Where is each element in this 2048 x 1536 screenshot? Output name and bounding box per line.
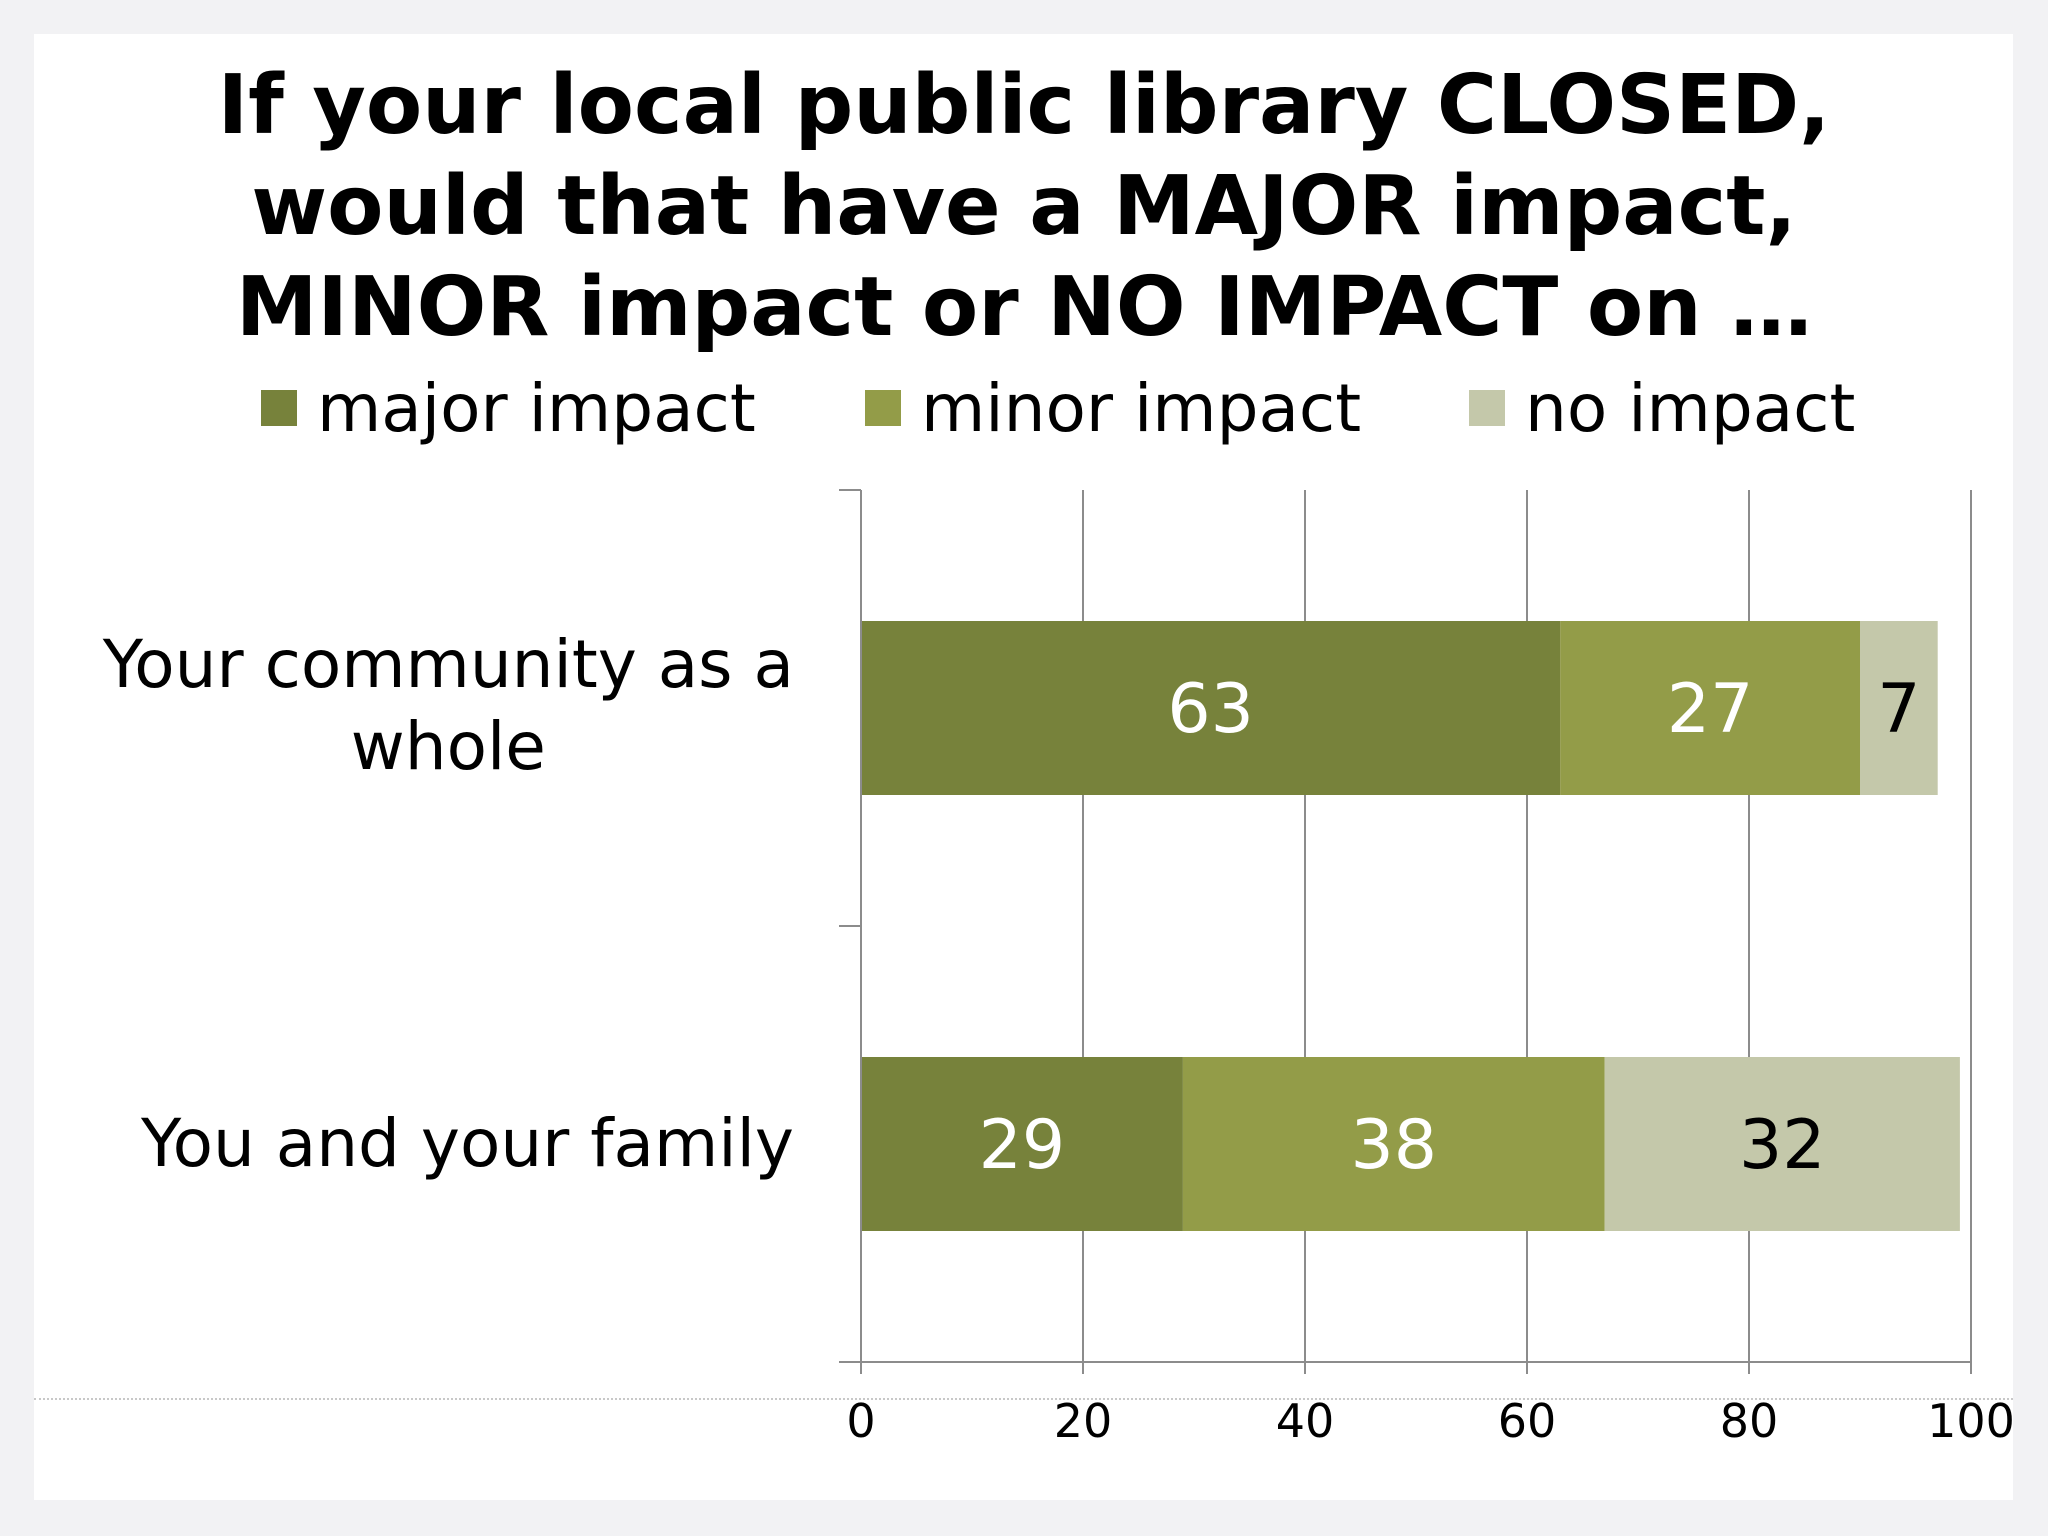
category-label-family: You and your family bbox=[141, 1103, 794, 1185]
bar-family-minor-impact bbox=[1182, 1057, 1605, 1231]
category-label-family-line-1: You and your family bbox=[141, 1105, 794, 1182]
x-tick-label-40: 40 bbox=[1276, 1394, 1335, 1448]
legend-swatch-major-impact bbox=[261, 390, 297, 426]
legend-label-minor-impact: minor impact bbox=[921, 369, 1362, 447]
x-tick-label-80: 80 bbox=[1720, 1394, 1779, 1448]
legend-swatch-minor-impact bbox=[865, 390, 901, 426]
data-label-community-major-impact: 63 bbox=[1167, 670, 1254, 749]
chart-title-line-2: would that have a MAJOR impact, bbox=[251, 159, 1797, 254]
legend-label-no-impact: no impact bbox=[1525, 369, 1856, 447]
bar-family-no-impact bbox=[1604, 1057, 1960, 1231]
x-tick-label-20: 20 bbox=[1054, 1394, 1113, 1448]
legend-swatch-no-impact bbox=[1469, 390, 1505, 426]
legend-item-major-impact: major impact bbox=[261, 368, 756, 448]
x-tick-label-60: 60 bbox=[1498, 1394, 1557, 1448]
category-label-community-line-2: whole bbox=[350, 708, 546, 785]
legend-item-minor-impact: minor impact bbox=[865, 368, 1361, 448]
chart-title-line-1: If your local public library CLOSED, bbox=[217, 58, 1831, 153]
bar-community-minor-impact bbox=[1560, 621, 1860, 795]
data-label-family-no-impact: 32 bbox=[1739, 1106, 1826, 1185]
chart-title: If your local public library CLOSED, wou… bbox=[0, 55, 2048, 358]
data-label-family-minor-impact: 38 bbox=[1351, 1106, 1438, 1185]
category-label-community-line-1: Your community as a bbox=[102, 626, 794, 703]
bar-community-no-impact bbox=[1860, 621, 1938, 795]
chart-legend: major impact minor impact no impact bbox=[0, 368, 2048, 448]
chart-title-line-3: MINOR impact or NO IMPACT on … bbox=[235, 260, 1813, 355]
legend-item-no-impact: no impact bbox=[1469, 368, 1855, 448]
x-tick-label-100: 100 bbox=[1927, 1394, 2015, 1448]
bar-family-major-impact bbox=[861, 1057, 1183, 1231]
bar-community-major-impact bbox=[861, 621, 1561, 795]
category-label-community: Your community as a whole bbox=[103, 624, 794, 788]
data-label-community-no-impact: 7 bbox=[1877, 670, 1920, 749]
slide-footer-divider bbox=[34, 1398, 2013, 1400]
legend-label-major-impact: major impact bbox=[317, 369, 756, 447]
data-label-family-major-impact: 29 bbox=[979, 1106, 1066, 1185]
x-tick-label-0: 0 bbox=[846, 1394, 875, 1448]
data-label-community-minor-impact: 27 bbox=[1667, 670, 1754, 749]
